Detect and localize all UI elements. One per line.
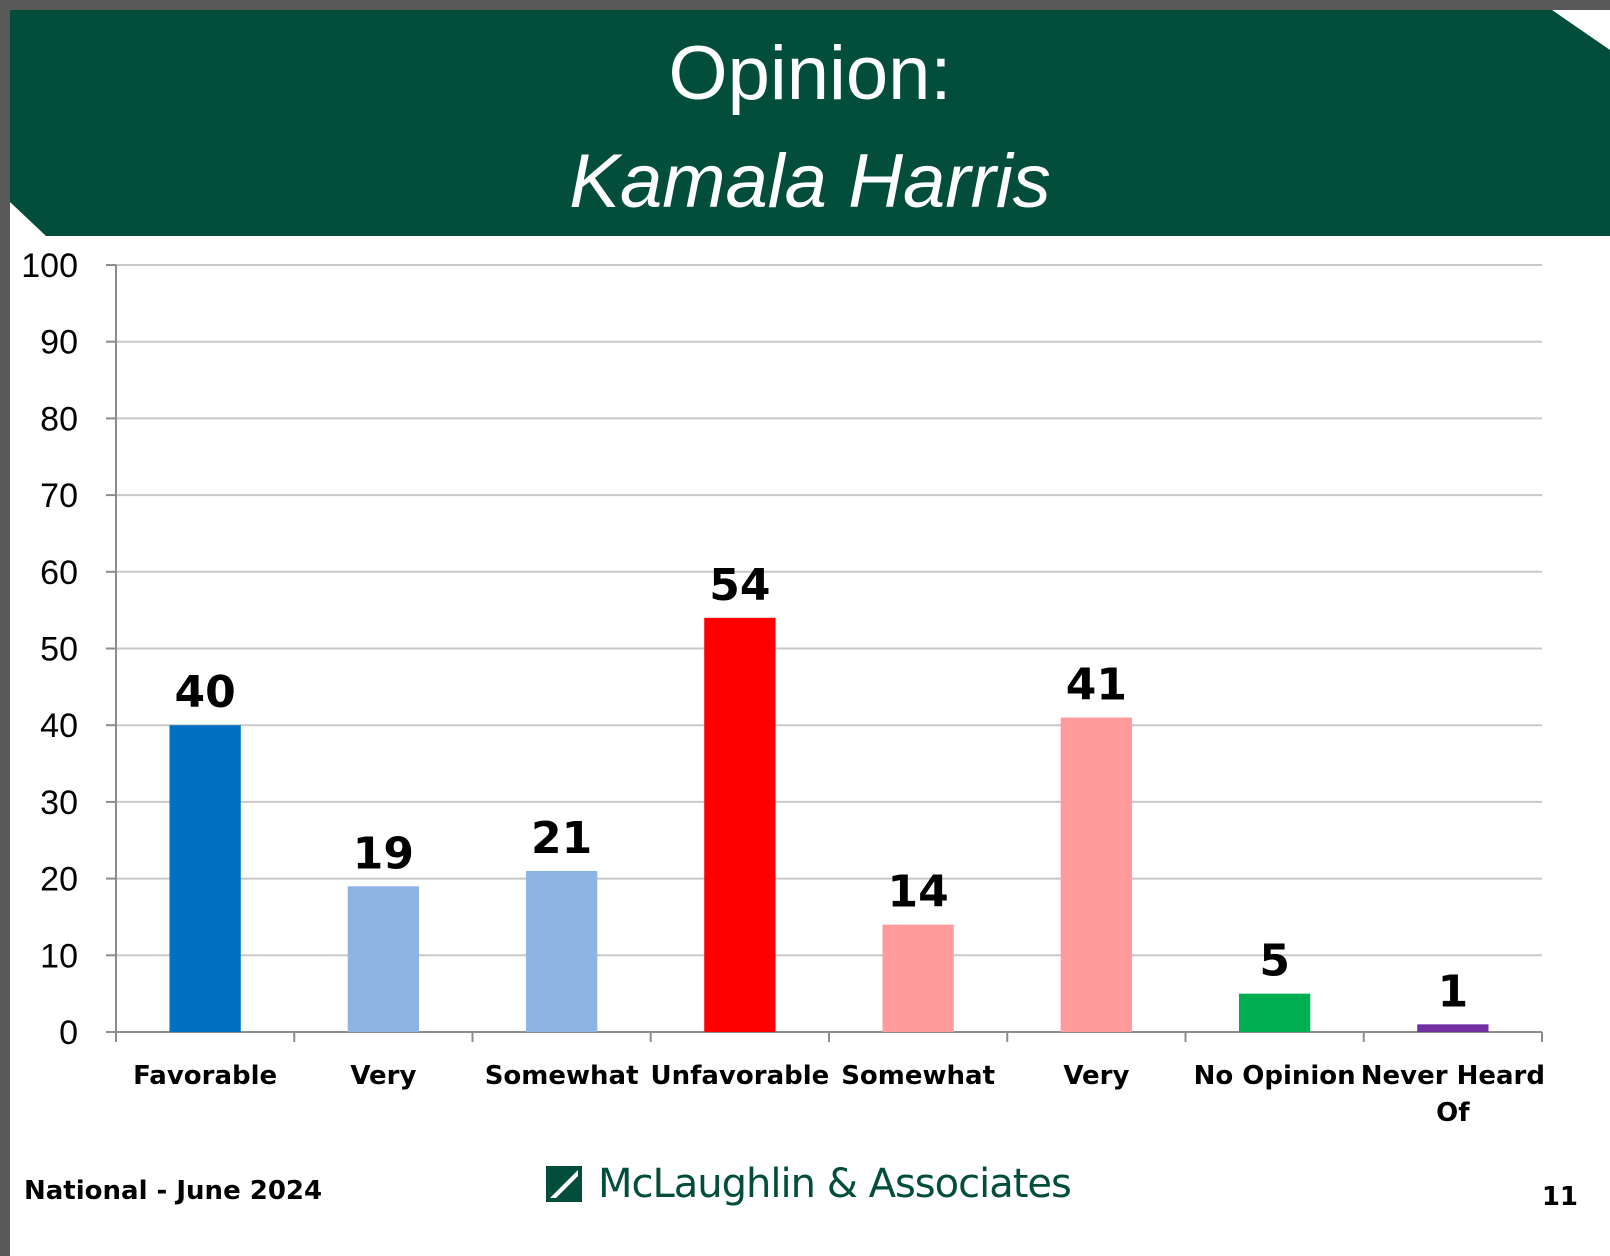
y-tick-label: 50 — [40, 631, 78, 669]
y-tick-label: 60 — [40, 554, 78, 592]
page-number: 11 — [1541, 1182, 1578, 1212]
bar — [347, 886, 420, 1032]
bar — [1238, 993, 1311, 1032]
y-tick-label: 80 — [40, 400, 78, 438]
gridlines — [116, 264, 1542, 957]
value-label: 5 — [1259, 936, 1290, 987]
category-label: Never Heard Of — [1361, 1061, 1545, 1128]
slide: Opinion: Kamala Harris 0 10 20 30 40 50 60 70 80… — [10, 10, 1610, 1256]
company-logo: McLaughlin & Associates — [546, 1158, 1072, 1210]
bar — [1060, 717, 1133, 1032]
value-label: 40 — [175, 667, 236, 718]
value-label: 14 — [888, 867, 949, 918]
y-tick-label: 30 — [40, 784, 78, 822]
bar — [525, 870, 598, 1032]
bar — [1417, 1024, 1489, 1032]
y-tick-label: 20 — [40, 861, 78, 899]
bar — [169, 725, 241, 1032]
bars — [169, 617, 1489, 1032]
category-label: Unfavorable — [650, 1061, 829, 1091]
survey-date-label: National - June 2024 — [24, 1176, 323, 1206]
header-banner: Opinion: Kamala Harris — [10, 10, 1610, 236]
value-label: 54 — [709, 560, 770, 611]
category-label: No Opinion — [1194, 1061, 1356, 1091]
bar — [882, 924, 954, 1032]
category-label: Somewhat — [841, 1061, 995, 1091]
axes — [106, 264, 1543, 1042]
logo-text: McLaughlin & Associates — [598, 1161, 1072, 1207]
y-tick-label: 10 — [40, 937, 78, 975]
value-label: 41 — [1066, 660, 1127, 711]
y-tick-label: 40 — [40, 707, 78, 745]
y-tick-label: 90 — [40, 324, 78, 362]
logo-mark-icon — [546, 1166, 582, 1202]
bar — [704, 617, 776, 1032]
y-tick-label: 70 — [40, 477, 78, 515]
y-tick-label: 100 — [21, 247, 78, 285]
value-label: 21 — [531, 813, 592, 864]
bar-chart: 0 10 20 30 40 50 60 70 80 90 100 40 Favorable 19 Very 2… — [21, 247, 1545, 1128]
category-label: Very — [1063, 1061, 1129, 1091]
category-label: Somewhat — [485, 1061, 639, 1091]
title-line-2: Kamala Harris — [569, 139, 1051, 224]
value-label: 1 — [1438, 966, 1469, 1017]
labels: 0 10 20 30 40 50 60 70 80 90 100 40 Favorable 19 Very 2… — [21, 247, 1545, 1128]
value-label: 19 — [353, 828, 414, 879]
category-label: Very — [350, 1061, 416, 1091]
title-line-1: Opinion: — [668, 31, 952, 116]
y-tick-label: 0 — [59, 1014, 78, 1052]
category-label: Favorable — [133, 1061, 277, 1091]
